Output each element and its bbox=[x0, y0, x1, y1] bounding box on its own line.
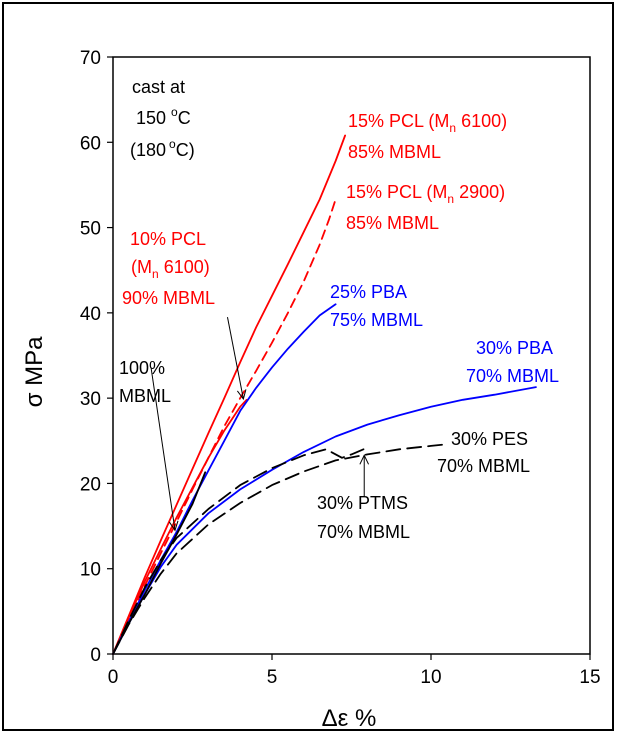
curves bbox=[112, 134, 537, 655]
y-axis-title: σ MPa bbox=[21, 336, 48, 407]
pcl-6100-15-label: 15% PCL (Mn 6100) bbox=[348, 111, 507, 135]
annotation-arrows bbox=[150, 317, 370, 532]
x-tick-label: 15 bbox=[579, 667, 600, 688]
pes-30-mbml-label: 70% MBML bbox=[437, 456, 530, 476]
pcl-6100-10-mn-label: (Mn 6100) bbox=[131, 257, 210, 281]
x-tick-label: 10 bbox=[420, 667, 441, 688]
y-tick-label: 0 bbox=[90, 645, 101, 666]
alt-cast-temperature-label: (180 oC) bbox=[130, 137, 195, 160]
series-line-4 bbox=[112, 386, 537, 655]
pcl-6100-10-label: 10% PCL bbox=[130, 229, 206, 249]
cast-at-label: cast at bbox=[132, 77, 185, 97]
pba-30-mbml-label: 70% MBML bbox=[466, 366, 559, 386]
annotation-arrowhead-2 bbox=[359, 454, 370, 465]
y-tick-label: 30 bbox=[80, 389, 101, 410]
pcl-6100-10-mbml-label: 90% MBML bbox=[122, 288, 215, 308]
y-tick-label: 40 bbox=[80, 304, 101, 325]
series-line-3 bbox=[112, 303, 337, 655]
pes-30-label: 30% PES bbox=[451, 429, 528, 449]
y-tick-label: 20 bbox=[80, 474, 101, 495]
pcl-2900-label: 15% PCL (Mn 2900) bbox=[346, 182, 505, 206]
annotation-arrowhead-0 bbox=[236, 389, 247, 401]
mbml-100-sub-label: MBML bbox=[119, 386, 171, 406]
cast-temperature-label: 150 oC bbox=[136, 105, 191, 128]
pba-25-label: 25% PBA bbox=[330, 282, 407, 302]
pba-30-label: 30% PBA bbox=[476, 338, 553, 358]
pcl-6100-15-mbml-label: 85% MBML bbox=[348, 142, 441, 162]
ptms-30-mbml-label: 70% MBML bbox=[317, 522, 410, 542]
pcl-2900-mbml-label: 85% MBML bbox=[346, 213, 439, 233]
x-axis-title: Δε % bbox=[322, 705, 377, 732]
cast-annotation: cast at 150 oC (180 oC) bbox=[130, 77, 195, 160]
series-line-0 bbox=[112, 134, 346, 655]
series-annotations: 15% PCL (Mn 6100) 85% MBML 15% PCL (Mn 2… bbox=[119, 111, 559, 542]
annotation-arrow-1 bbox=[150, 368, 176, 531]
y-tick-label: 50 bbox=[80, 219, 101, 240]
annotation-arrow-0 bbox=[226, 317, 244, 400]
axes bbox=[107, 56, 591, 660]
series-line-6 bbox=[112, 443, 448, 655]
series-line-7 bbox=[112, 446, 369, 655]
tick-labels: 0 5 10 15 0 10 20 30 40 50 60 70 bbox=[80, 48, 601, 688]
y-tick-label: 10 bbox=[80, 560, 101, 581]
plot-area-border bbox=[112, 56, 591, 655]
annotation-arrowhead-1 bbox=[168, 520, 179, 532]
x-tick-label: 5 bbox=[267, 667, 278, 688]
ptms-30-label: 30% PTMS bbox=[317, 493, 408, 513]
x-tick-label: 0 bbox=[108, 667, 119, 688]
series-line-1 bbox=[112, 198, 337, 655]
pba-25-mbml-label: 75% MBML bbox=[330, 310, 423, 330]
y-tick-label: 70 bbox=[80, 48, 101, 69]
y-tick-label: 60 bbox=[80, 133, 101, 154]
mbml-100-label: 100% bbox=[119, 358, 165, 378]
series-line-2 bbox=[112, 398, 248, 655]
